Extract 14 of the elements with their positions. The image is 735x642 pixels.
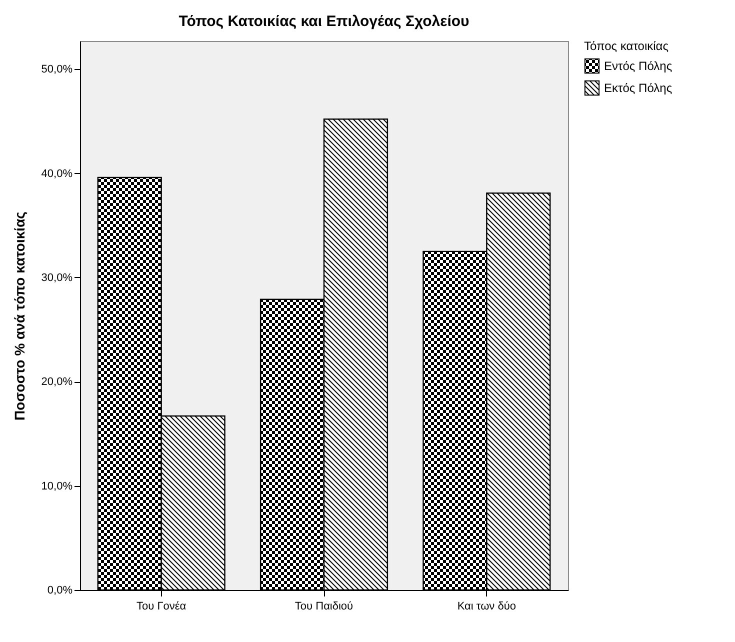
x-tick-label: Του Παιδιού [294, 600, 354, 612]
chart-title: Τόπος Κατοικίας και Επιλογέας Σχολείου [178, 13, 470, 30]
y-axis-title: Ποσοστο % ανά τόπο κατοικίας [11, 212, 28, 420]
y-tick-label: 10,0% [41, 480, 73, 492]
y-tick-label: 40,0% [41, 168, 73, 180]
x-tick-label: Του Γονέα [136, 600, 187, 612]
y-tick-label: 20,0% [41, 376, 73, 388]
legend-label: Εντός Πόλης [604, 59, 672, 73]
y-tick-label: 50,0% [41, 64, 73, 76]
legend-title: Τόπος κατοικίας [584, 39, 669, 53]
y-tick-label: 0,0% [47, 584, 73, 596]
y-tick-label: 30,0% [41, 272, 73, 284]
x-tick-label: Και των δύο [457, 600, 516, 612]
legend-label: Εκτός Πόλης [604, 81, 672, 95]
